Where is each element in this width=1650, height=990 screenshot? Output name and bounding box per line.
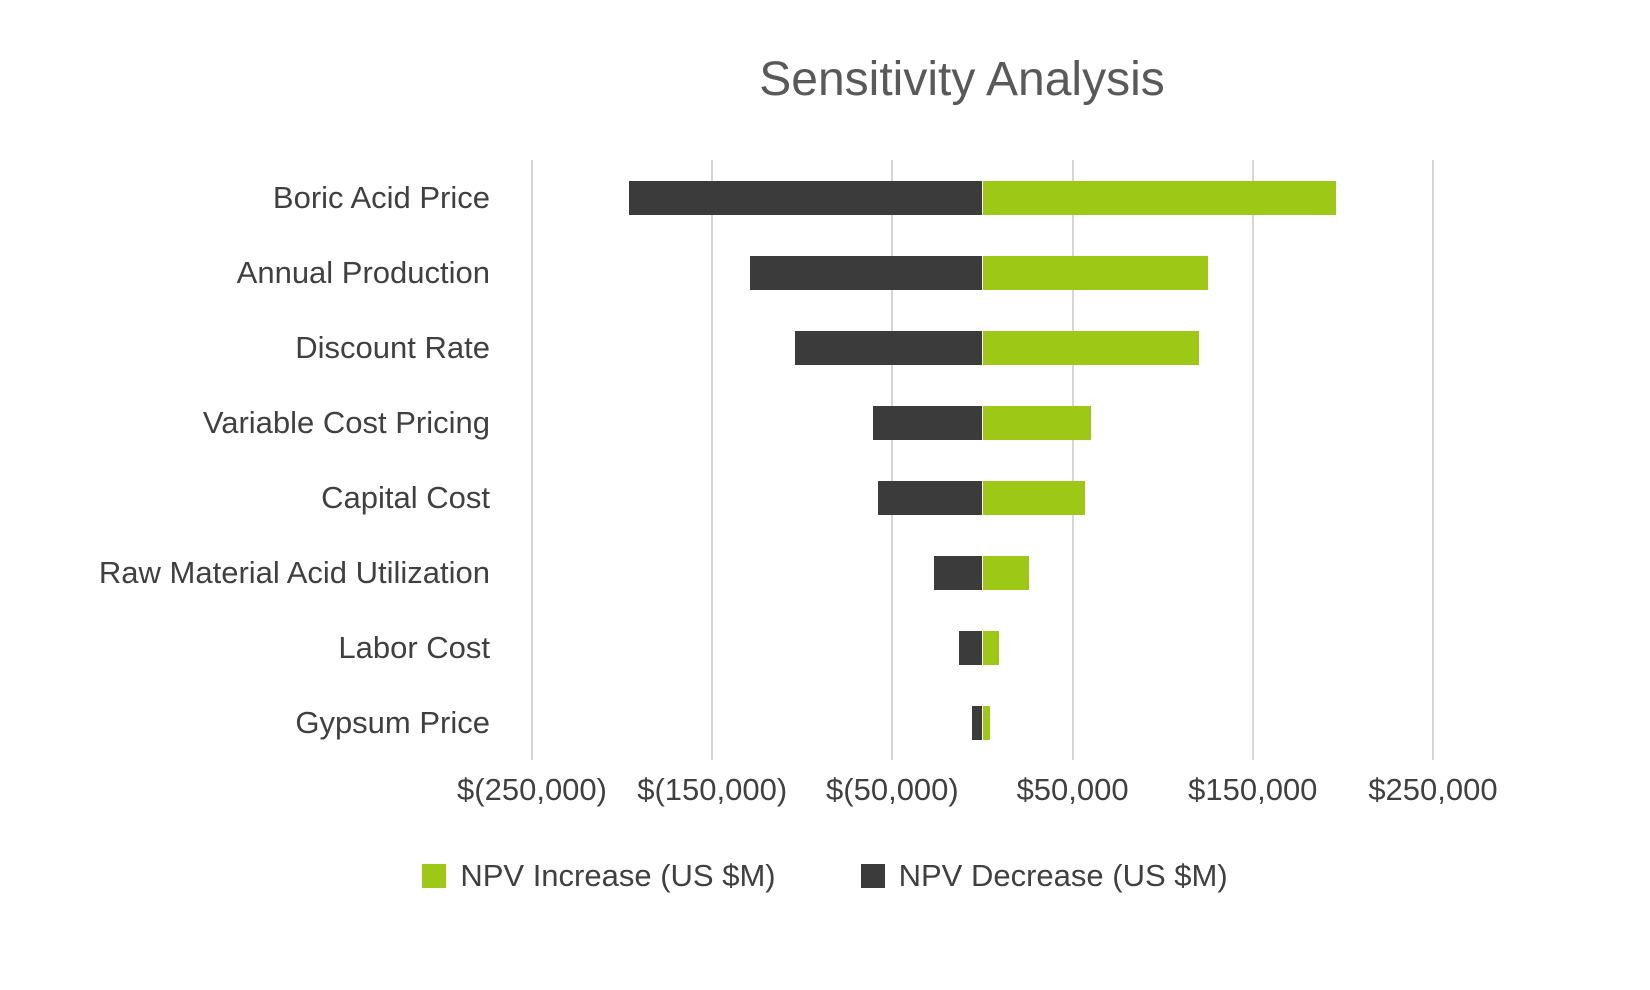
legend-item-npv-increase: NPV Increase (US $M) [422,858,776,894]
x-tick-label: $(250,000) [457,772,607,807]
category-label: Gypsum Price [295,705,490,740]
gridline [891,160,894,760]
bar-npv-decrease [971,705,983,740]
gridline [711,160,714,760]
npv-decrease-swatch-icon [860,864,885,888]
category-label: Annual Production [236,255,490,290]
bar-npv-increase [982,405,1091,440]
bar-npv-decrease [872,405,983,440]
plot-area [505,160,1460,760]
x-tick-label: $(150,000) [637,772,788,807]
legend-item-npv-decrease: NPV Decrease (US $M) [860,858,1228,894]
x-axis: $(250,000) $(150,000) $(50,000) $50,000 $150… [457,772,1498,817]
category-label: Discount Rate [295,330,490,365]
x-tick-label: $50,000 [1016,772,1129,807]
category-axis: Boric Acid Price Annual Production Discoun… [0,160,490,760]
gridline [1071,160,1074,760]
npv-increase-swatch-icon [422,864,447,888]
gridline [531,160,534,760]
bar-npv-increase [982,330,1199,365]
category-label: Variable Cost Pricing [202,405,490,440]
legend-label-npv-increase: NPV Increase (US $M) [460,858,776,893]
bar-npv-increase [982,705,990,740]
bar-npv-decrease [959,630,983,665]
bar-npv-decrease [933,555,983,590]
bar-npv-decrease [629,180,983,215]
bar-npv-increase [982,555,1030,590]
x-tick-label: $150,000 [1188,772,1318,807]
x-tick-label: $250,000 [1368,772,1498,807]
chart-title: Sensitivity Analysis [759,53,1165,106]
bar-npv-increase [982,255,1208,290]
gridline [1251,160,1254,760]
category-label: Labor Cost [338,630,490,665]
category-label: Raw Material Acid Utilization [98,555,490,590]
bar-npv-increase [982,180,1336,215]
gridline [1431,160,1434,760]
bar-npv-decrease [877,480,983,515]
bar-npv-decrease [750,255,983,290]
legend-label-npv-decrease: NPV Decrease (US $M) [898,858,1228,893]
bar-npv-decrease [795,330,983,365]
bar-npv-increase [982,480,1086,515]
category-label: Capital Cost [321,480,490,515]
x-tick-label: $(50,000) [826,772,959,807]
category-label: Boric Acid Price [272,180,490,215]
bar-npv-increase [982,630,999,665]
legend: NPV Increase (US $M) NPV Decrease (US $M… [0,858,1650,894]
